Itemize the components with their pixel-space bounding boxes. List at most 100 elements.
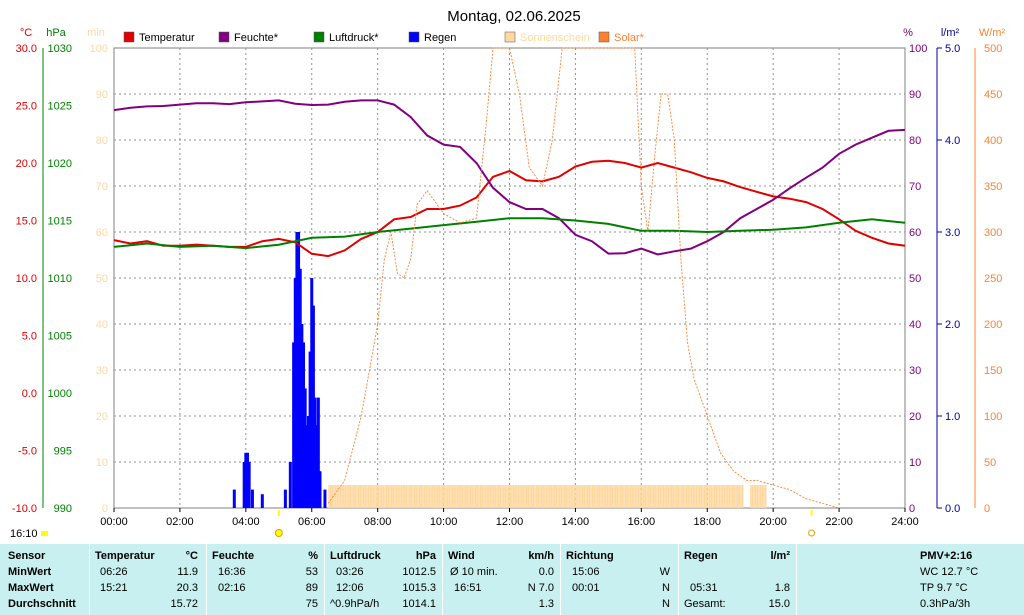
- sunshine-bar: [675, 485, 678, 508]
- sunshine-bar: [529, 485, 531, 508]
- sunshine-bar: [468, 485, 470, 508]
- sunshine-bar: [570, 485, 572, 508]
- solar-tick-label: 250: [984, 273, 1002, 285]
- sunshine-bar: [603, 485, 605, 508]
- wind-unit: km/h: [528, 550, 554, 562]
- sunshine-bar: [461, 485, 464, 508]
- sunshine-bar: [600, 485, 602, 508]
- luftdruck-header: Luftdruck: [330, 550, 381, 562]
- sunshine-bar: [738, 485, 741, 508]
- sunshine-bar: [502, 485, 505, 508]
- regen-total: 15.0: [768, 598, 790, 610]
- sunshine-bar: [735, 485, 737, 508]
- sunshine-bar: [451, 485, 454, 508]
- sunshine-bar: [489, 485, 492, 508]
- sunshine-bar: [689, 485, 691, 508]
- sunshine-bar: [582, 485, 584, 508]
- sunshine-bar: [428, 485, 431, 508]
- current-time-label: 16:10: [10, 528, 38, 540]
- sunshine-bar: [448, 485, 451, 508]
- sunshine-bar: [613, 485, 615, 508]
- legend-label: Feuchte*: [234, 32, 279, 44]
- sunshine-bar: [357, 485, 360, 508]
- sunshine-bar: [552, 485, 554, 508]
- rain-bar: [288, 462, 292, 508]
- humidity-axis-unit: %: [903, 27, 913, 39]
- sunshine-bar: [397, 485, 399, 508]
- sunshine-bar: [455, 485, 457, 508]
- row-label-max: MaxWert: [8, 582, 54, 594]
- sunshine-bar: [438, 485, 441, 508]
- sunshine-bar: [567, 485, 569, 508]
- humidity-tick-label: 30: [909, 365, 921, 377]
- x-tick-label: 06:00: [298, 516, 326, 528]
- sunshine-bar: [372, 485, 375, 508]
- rain-tick-label: 0.0: [945, 503, 960, 515]
- x-tick-label: 20:00: [759, 516, 787, 528]
- rain-bar: [232, 489, 236, 508]
- sunshine-bar: [618, 485, 620, 508]
- feuchte-min: 53: [305, 566, 318, 578]
- sunshine-bar: [331, 485, 334, 508]
- pressure-tick-label: 1015: [48, 216, 72, 228]
- sunshine-bar: [550, 485, 553, 508]
- feuchte-max: 89: [305, 582, 318, 594]
- rain-bar: [315, 425, 319, 508]
- richtung-max: N: [662, 582, 670, 594]
- sunshine-tick-label: 70: [96, 181, 108, 193]
- sunshine-bar: [715, 485, 717, 508]
- sunshine-bar: [376, 485, 378, 508]
- sunshine-bar: [441, 485, 444, 508]
- sunshine-bar: [460, 485, 462, 508]
- solar-tick-label: 300: [984, 227, 1002, 239]
- series-line-temp: [113, 159, 906, 258]
- sunshine-bar: [343, 485, 345, 508]
- sunshine-bar: [484, 485, 487, 508]
- wind-max-time: 16:51: [454, 582, 482, 594]
- sunshine-tick-label: 30: [96, 365, 108, 377]
- sunshine-bar: [695, 485, 698, 508]
- sunshine-bar: [352, 485, 355, 508]
- luftdruck-trend: ^0.9hPa/h: [330, 598, 380, 610]
- sunshine-bar: [446, 485, 449, 508]
- rain-bar: [293, 278, 297, 508]
- time-marks: 16:10: [10, 510, 816, 540]
- sunshine-bar: [338, 485, 340, 508]
- sunshine-bar: [512, 485, 515, 508]
- sunshine-bar: [558, 485, 561, 508]
- feuchte-avg: 75: [305, 598, 318, 610]
- sunshine-bar: [654, 485, 657, 508]
- sunshine-bar: [493, 485, 495, 508]
- sunshine-bar: [679, 485, 681, 508]
- rain-bar: [292, 342, 296, 508]
- luftdruck-min-time: 03:26: [336, 566, 364, 578]
- sunshine-bar: [418, 485, 421, 508]
- sunshine-bar: [369, 485, 371, 508]
- sunshine-bar: [656, 485, 658, 508]
- sunshine-bar: [717, 485, 719, 508]
- sunshine-bar: [680, 485, 683, 508]
- sunshine-bar: [687, 485, 689, 508]
- wind-min: 0.0: [538, 566, 554, 578]
- rain-tick-label: 4.0: [945, 135, 960, 147]
- sunshine-bar: [344, 485, 347, 508]
- humidity-tick-label: 20: [909, 411, 921, 423]
- pmv-wc: WC 12.7 °C: [920, 566, 979, 578]
- sunshine-bar: [466, 485, 469, 508]
- sunshine-bar: [497, 485, 500, 508]
- temp-min: 11.9: [177, 566, 198, 578]
- sunshine-bar: [662, 485, 665, 508]
- temp-tick-label: 15.0: [16, 216, 37, 228]
- sunshine-bar: [334, 485, 337, 508]
- temp-tick-label: 20.0: [16, 158, 37, 170]
- sunshine-bar: [682, 485, 685, 508]
- temp-axis-unit: °C: [20, 27, 32, 39]
- sunshine-bar: [626, 485, 629, 508]
- legend-swatch: [218, 31, 230, 43]
- sunshine-bar: [741, 485, 744, 508]
- sunshine-bar: [672, 485, 675, 508]
- sunshine-bar: [432, 485, 434, 508]
- sunshine-bar: [710, 485, 713, 508]
- sunshine-bar: [399, 485, 401, 508]
- sunshine-bar: [517, 485, 520, 508]
